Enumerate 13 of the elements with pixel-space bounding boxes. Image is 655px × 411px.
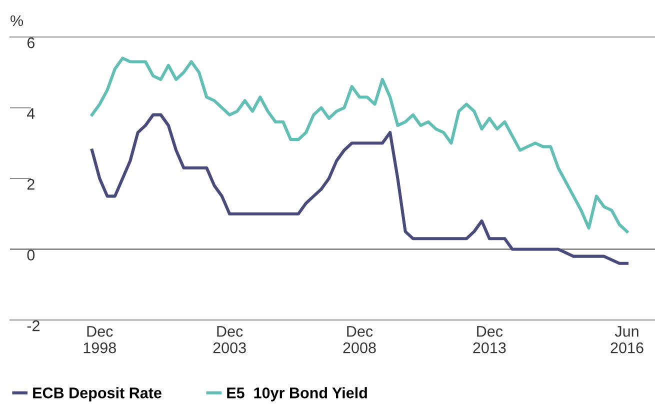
legend-label: E5 10yr Bond Yield xyxy=(227,387,367,402)
y-tick-label: 0 xyxy=(27,250,35,260)
x-tick-label: Dec 1998 xyxy=(84,326,116,354)
y-tick-label: 2 xyxy=(27,178,34,190)
y-axis-title: % xyxy=(10,15,24,26)
x-tick-label: Dec 2013 xyxy=(473,326,506,354)
legend-label: ECB Deposit Rate xyxy=(33,387,162,402)
y-tick-label: 6 xyxy=(27,37,34,48)
x-tick-label: Jun 2016 xyxy=(610,326,644,354)
x-tick-label: Dec 2008 xyxy=(343,326,376,354)
y-tick-label: -2 xyxy=(27,320,40,332)
x-tick-label: Dec 2003 xyxy=(213,326,246,354)
y-tick-label: 4 xyxy=(27,108,35,119)
